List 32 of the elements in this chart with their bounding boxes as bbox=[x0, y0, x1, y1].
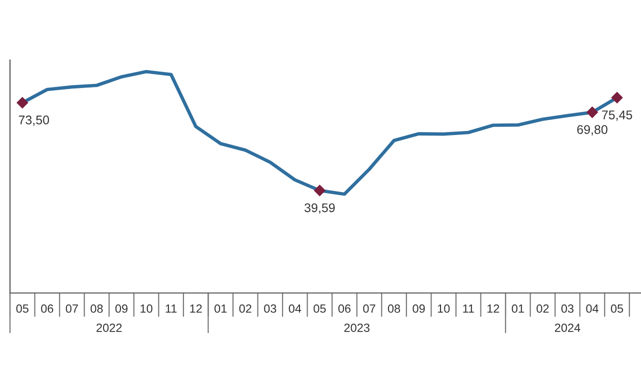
data-label: 73,50 bbox=[18, 116, 50, 126]
x-tick-label: 04 bbox=[288, 304, 302, 313]
x-tick-label: 01 bbox=[512, 304, 524, 313]
x-tick-label: 09 bbox=[115, 304, 128, 313]
x-tick-label: 07 bbox=[363, 304, 376, 313]
x-tick-label: 09 bbox=[412, 304, 425, 313]
x-tick-label: 03 bbox=[561, 304, 574, 313]
text: 2023 bbox=[344, 324, 370, 332]
x-tick-label: 05 bbox=[610, 304, 624, 313]
x-tick-label: 01 bbox=[214, 304, 227, 313]
x-tick-label: 02 bbox=[536, 304, 549, 313]
x-tick-label: 05 bbox=[16, 304, 28, 313]
text: 2024 bbox=[554, 324, 580, 332]
x-tick-label: 11 bbox=[166, 304, 177, 313]
x-tick-label: 06 bbox=[338, 304, 351, 313]
x-tick-label: 11 bbox=[463, 304, 474, 313]
x-tick-label: 08 bbox=[90, 304, 103, 313]
x-tick-label: 05 bbox=[314, 304, 326, 313]
text: 2022 bbox=[96, 324, 122, 332]
data-label: 39,59 bbox=[304, 203, 335, 214]
x-tick-label: 03 bbox=[264, 304, 276, 313]
x-tick-label: 12 bbox=[487, 304, 500, 313]
x-tick-label: 10 bbox=[140, 304, 152, 313]
x-tick-label: 07 bbox=[66, 304, 78, 313]
x-tick-label: 06 bbox=[41, 304, 54, 313]
x-tick-label: 10 bbox=[438, 304, 450, 313]
x-tick-label: 02 bbox=[239, 304, 252, 313]
x-tick-label: 12 bbox=[190, 304, 202, 313]
data-label: 69,80 bbox=[577, 125, 608, 136]
x-tick-label: 08 bbox=[388, 304, 400, 313]
data-label: 75,45 bbox=[602, 110, 632, 121]
x-tick-label: 04 bbox=[586, 304, 598, 313]
